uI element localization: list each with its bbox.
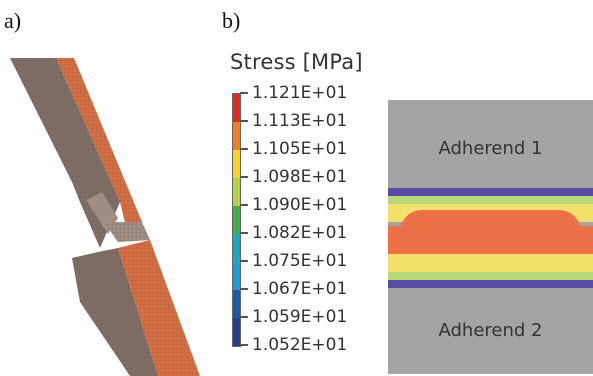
- tick-mark: [240, 92, 248, 94]
- tick-mark: [240, 288, 248, 290]
- colorbar-segment: [233, 234, 240, 262]
- tick-label: 1.082E+01: [252, 223, 348, 243]
- tick-mark: [240, 344, 248, 346]
- legend-tick: 1.067E+01: [240, 279, 347, 299]
- colorbar-segment: [233, 262, 240, 290]
- band-yellow-top: [388, 204, 593, 210]
- tick-label: 1.052E+01: [252, 335, 348, 355]
- legend-title: Stress [MPa]: [230, 50, 363, 74]
- tick-mark: [240, 260, 248, 262]
- legend-tick: 1.105E+01: [240, 139, 347, 159]
- legend-tick: 1.121E+01: [240, 83, 347, 103]
- colorbar-segment: [233, 290, 240, 318]
- color-bar: [232, 93, 241, 347]
- tick-label: 1.105E+01: [252, 139, 348, 159]
- legend-tick: 1.082E+01: [240, 223, 347, 243]
- panel-label-a: a): [4, 8, 22, 33]
- tick-label: 1.090E+01: [252, 195, 348, 215]
- tick-mark: [240, 148, 248, 150]
- tick-label: 1.121E+01: [252, 83, 348, 103]
- legend-tick: 1.052E+01: [240, 335, 347, 355]
- adherend-2-label: Adherend 2: [438, 320, 543, 341]
- legend-tick: 1.090E+01: [240, 195, 347, 215]
- colorbar-segment: [233, 94, 240, 122]
- legend-tick: 1.098E+01: [240, 167, 347, 187]
- band-purple-top: [388, 188, 593, 196]
- tick-mark: [240, 204, 248, 206]
- colorbar-segment: [233, 206, 240, 234]
- tick-mark: [240, 120, 248, 122]
- tick-mark: [240, 176, 248, 178]
- colorbar-segment: [233, 178, 240, 206]
- band-purple-bottom: [388, 280, 593, 288]
- fe-mesh-image: [10, 58, 200, 376]
- adherend-1-label: Adherend 1: [438, 138, 543, 159]
- tick-mark: [240, 232, 248, 234]
- adhesive-joint-contour: Adherend 1 Adherend 2: [388, 100, 593, 374]
- tick-mark: [240, 316, 248, 318]
- tick-label: 1.098E+01: [252, 167, 348, 187]
- band-yellow-bottom: [388, 266, 593, 272]
- colorbar-segment: [233, 318, 240, 346]
- panel-label-b: b): [222, 8, 241, 33]
- legend-tick: 1.059E+01: [240, 307, 347, 327]
- band-green-bottom: [388, 272, 593, 280]
- colorbar-segment: [233, 150, 240, 178]
- tick-label: 1.067E+01: [252, 279, 348, 299]
- tick-label: 1.113E+01: [252, 111, 348, 131]
- tick-label: 1.059E+01: [252, 307, 348, 327]
- tick-label: 1.075E+01: [252, 251, 348, 271]
- colorbar-segment: [233, 122, 240, 150]
- legend-tick: 1.113E+01: [240, 111, 347, 131]
- legend-tick: 1.075E+01: [240, 251, 347, 271]
- band-green-top: [388, 196, 593, 204]
